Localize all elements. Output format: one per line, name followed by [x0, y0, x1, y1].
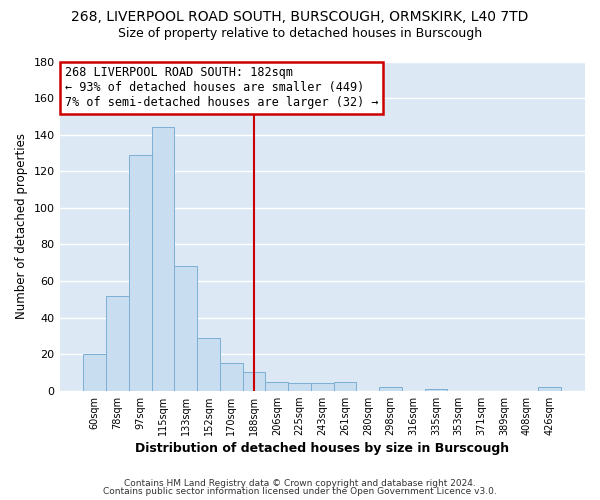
X-axis label: Distribution of detached houses by size in Burscough: Distribution of detached houses by size …	[135, 442, 509, 455]
Bar	[197, 338, 220, 390]
Text: Contains HM Land Registry data © Crown copyright and database right 2024.: Contains HM Land Registry data © Crown c…	[124, 478, 476, 488]
Y-axis label: Number of detached properties: Number of detached properties	[15, 133, 28, 319]
Bar	[220, 364, 242, 390]
Bar	[425, 389, 448, 390]
Bar	[334, 382, 356, 390]
Text: 268, LIVERPOOL ROAD SOUTH, BURSCOUGH, ORMSKIRK, L40 7TD: 268, LIVERPOOL ROAD SOUTH, BURSCOUGH, OR…	[71, 10, 529, 24]
Bar	[288, 384, 311, 390]
Bar	[175, 266, 197, 390]
Text: Size of property relative to detached houses in Burscough: Size of property relative to detached ho…	[118, 28, 482, 40]
Text: 268 LIVERPOOL ROAD SOUTH: 182sqm
← 93% of detached houses are smaller (449)
7% o: 268 LIVERPOOL ROAD SOUTH: 182sqm ← 93% o…	[65, 66, 378, 110]
Bar	[129, 155, 152, 390]
Text: Contains public sector information licensed under the Open Government Licence v3: Contains public sector information licen…	[103, 487, 497, 496]
Bar	[265, 382, 288, 390]
Bar	[106, 296, 129, 390]
Bar	[242, 372, 265, 390]
Bar	[311, 384, 334, 390]
Bar	[152, 128, 175, 390]
Bar	[83, 354, 106, 391]
Bar	[379, 387, 402, 390]
Bar	[538, 387, 561, 390]
